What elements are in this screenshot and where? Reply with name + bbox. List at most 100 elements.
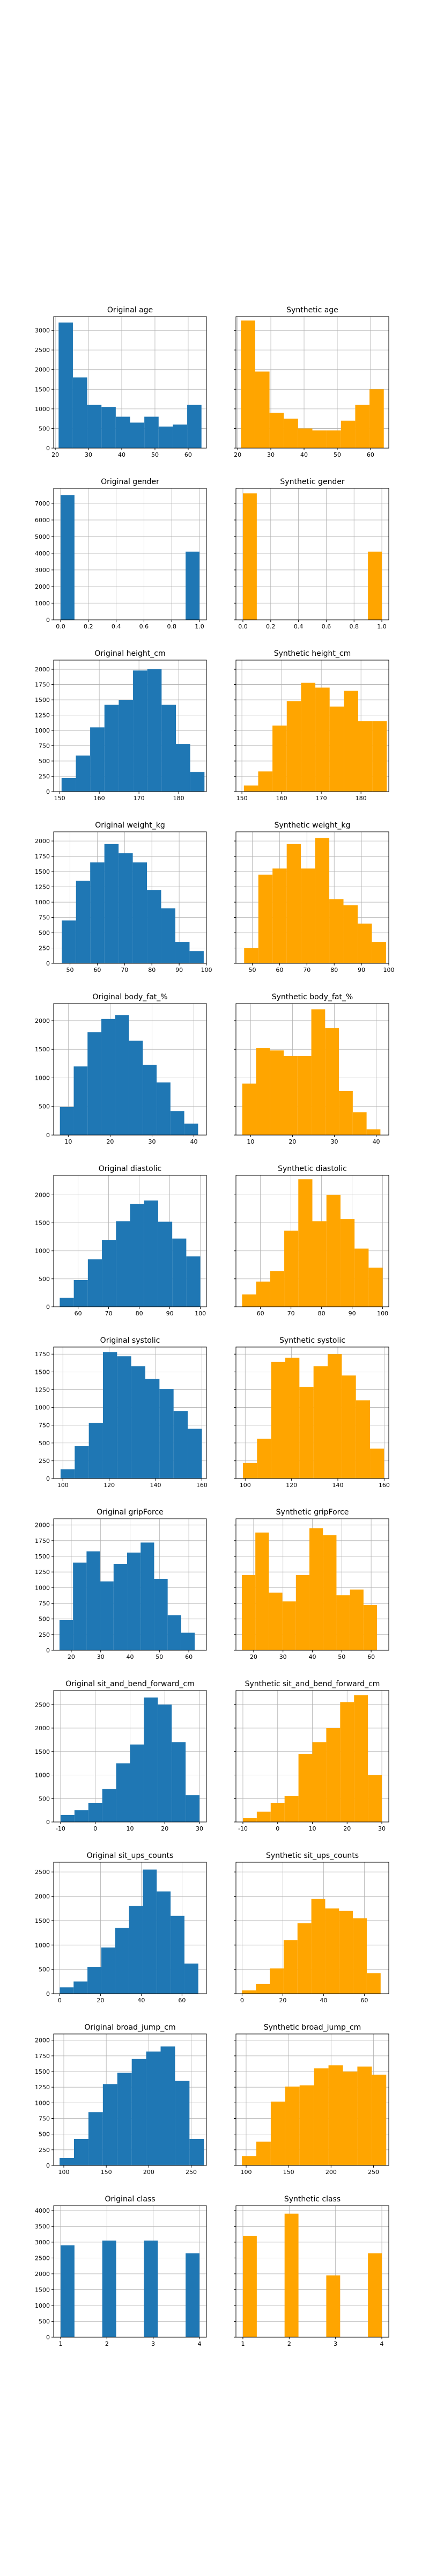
subplot-11: 60 70 80 90 100 Synthetic diastolic <box>234 1165 389 1317</box>
histogram-bar <box>132 862 147 963</box>
y-tick-label: 1000 <box>35 899 50 906</box>
y-tick-label: 1500 <box>35 1220 50 1227</box>
y-tick-label: 750 <box>39 914 50 921</box>
x-tick-label: 100 <box>195 1310 206 1317</box>
histogram-bar <box>284 1056 298 1135</box>
histogram-bar <box>329 706 344 792</box>
histogram-bar <box>158 426 173 448</box>
histogram-bar <box>363 1605 378 1650</box>
subplot-title: Synthetic weight_kg <box>275 821 351 830</box>
histogram-bar <box>61 778 76 792</box>
histogram-bar <box>270 1271 285 1307</box>
y-tick-label: 1000 <box>35 1942 50 1949</box>
histogram-bar <box>176 744 190 792</box>
histogram-bar <box>368 2253 382 2337</box>
y-tick-label: 1500 <box>35 2068 50 2075</box>
axes-frame <box>235 660 389 792</box>
histogram-bar <box>256 1984 270 1994</box>
histogram-bar <box>301 868 315 963</box>
histogram-bar <box>258 874 273 963</box>
x-tick-label: 20 <box>161 1825 168 1832</box>
x-tick-label: 80 <box>136 1310 143 1317</box>
histogram-bar <box>356 1400 371 1479</box>
subplot-title: Synthetic broad_jump_cm <box>264 2023 361 2032</box>
x-tick-label: 0.4 <box>294 623 304 630</box>
y-tick-label: 1500 <box>35 697 50 704</box>
subplot-8: 10 20 30 40 0 500 1000 1500 2000 Original body_fa… <box>35 993 207 1145</box>
x-tick-label: 80 <box>148 967 156 974</box>
histogram-bar <box>255 1532 269 1650</box>
histogram-bar <box>242 1294 256 1307</box>
histogram-bar <box>88 1423 103 1479</box>
x-tick-label: 160 <box>94 795 105 802</box>
x-tick-label: 0.2 <box>84 623 93 630</box>
y-tick-label: 0 <box>46 1304 50 1311</box>
y-tick-label: 250 <box>39 773 50 780</box>
y-tick-label: 6000 <box>35 517 50 524</box>
histogram-bar <box>130 1204 144 1307</box>
histogram-bar <box>323 1535 337 1650</box>
histogram-bar <box>181 1633 195 1650</box>
x-tick-label: -10 <box>238 1825 248 1832</box>
y-tick-label: 500 <box>39 1103 50 1110</box>
histogram-bar <box>90 862 105 963</box>
subplot-title: Synthetic diastolic <box>278 1165 347 1173</box>
y-tick-label: 0 <box>46 445 50 452</box>
y-tick-label: 1000 <box>35 2302 50 2309</box>
histogram-bar <box>101 407 116 448</box>
x-tick-label: 1.0 <box>377 623 387 630</box>
histogram-bar <box>72 377 87 448</box>
subplot-title: Synthetic height_cm <box>274 649 351 658</box>
histogram-bar <box>242 493 257 620</box>
x-tick-label: -10 <box>56 1825 65 1832</box>
histogram-bar <box>366 1129 381 1135</box>
x-tick-label: 70 <box>121 967 128 974</box>
y-tick-label: 500 <box>39 930 50 936</box>
histogram-bar <box>175 942 190 963</box>
histogram-bar <box>282 1601 296 1650</box>
y-tick-label: 250 <box>39 1458 50 1465</box>
histogram-bar <box>372 942 386 963</box>
y-tick-label: 1500 <box>35 1368 50 1375</box>
histogram-bar <box>325 1908 339 1994</box>
histogram-bar <box>186 1795 200 1822</box>
histogram-bar <box>242 2156 256 2165</box>
y-tick-label: 1750 <box>35 1351 50 1358</box>
histogram-bar <box>286 844 301 963</box>
histogram-bar <box>161 705 176 792</box>
histogram-bar <box>130 422 145 448</box>
x-tick-label: 60 <box>185 1653 193 1660</box>
x-tick-label: 0.4 <box>112 623 121 630</box>
histogram-bar <box>161 908 175 963</box>
histogram-bar <box>242 1990 256 1994</box>
histogram-bar <box>269 1592 283 1650</box>
y-tick-label: 250 <box>39 1631 50 1638</box>
histogram-bar <box>301 683 316 792</box>
y-tick-label: 2500 <box>35 2255 50 2262</box>
histogram-bar <box>189 951 204 963</box>
x-tick-label: 150 <box>236 795 248 802</box>
x-tick-label: 100 <box>58 2169 70 2176</box>
x-tick-label: 70 <box>303 967 310 974</box>
subplot-title: Synthetic systolic <box>279 1336 345 1345</box>
axes-frame <box>53 2033 207 2166</box>
y-tick-label: 2000 <box>35 1725 50 1732</box>
x-tick-label: 0.0 <box>56 623 65 630</box>
histogram-bar <box>60 1987 74 1994</box>
histogram-bar <box>339 1091 353 1135</box>
histogram-bar <box>190 772 205 792</box>
histogram-bar <box>87 1259 102 1307</box>
y-tick-label: 0 <box>46 1132 50 1139</box>
y-tick-label: 1500 <box>35 2286 50 2293</box>
subplot-15: 20 30 40 50 60 Synthetic gripForce <box>234 1508 389 1660</box>
histogram-bar <box>298 1179 313 1307</box>
y-tick-label: 0 <box>46 617 50 624</box>
x-tick-label: 0 <box>58 1997 62 2004</box>
axes-frame <box>53 1862 207 1994</box>
histogram-bar <box>336 1595 350 1650</box>
histogram-bar <box>133 670 147 792</box>
subplot-1: 20 30 40 50 60 Synthetic age <box>234 306 389 458</box>
subplot-12: 100 120 140 160 0 250 500 750 1000 1250 1500 1750 Or… <box>35 1336 208 1489</box>
x-tick-label: 180 <box>173 795 184 802</box>
x-tick-label: 90 <box>358 967 365 974</box>
